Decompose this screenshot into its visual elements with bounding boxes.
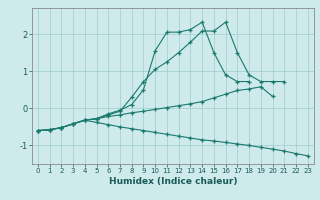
X-axis label: Humidex (Indice chaleur): Humidex (Indice chaleur) [108, 177, 237, 186]
